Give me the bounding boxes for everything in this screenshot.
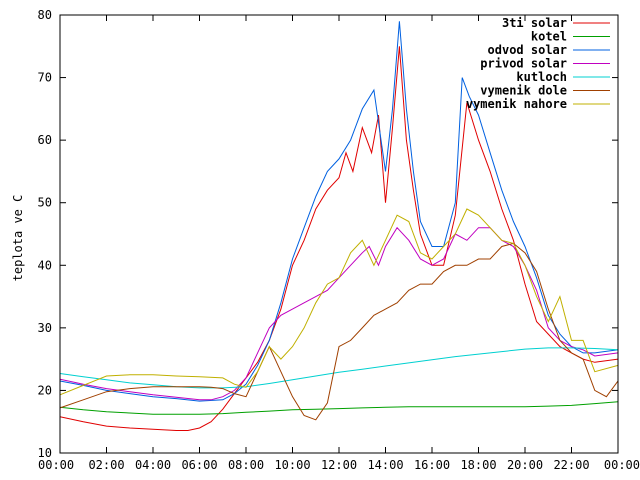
x-tick-label: 06:00 <box>181 458 217 472</box>
series-line-odvod-solar <box>59 21 619 402</box>
y-tick-label: 40 <box>38 258 52 272</box>
y-tick-label: 10 <box>38 446 52 460</box>
x-tick-label: 00:00 <box>604 458 640 472</box>
y-axis-label: teplota ve C <box>11 195 25 282</box>
x-tick-label: 22:00 <box>553 458 589 472</box>
x-tick-label: 00:00 <box>38 458 74 472</box>
plot-frame <box>59 14 619 454</box>
series-line-kutloch <box>59 347 619 389</box>
series-line-vymenik-nahore <box>59 208 619 396</box>
legend-label: privod solar <box>480 57 567 71</box>
x-tick-label: 14:00 <box>367 458 403 472</box>
x-tick-label: 10:00 <box>274 458 310 472</box>
series-lines <box>59 21 619 431</box>
legend-label: kutloch <box>516 70 567 84</box>
y-tick-label: 50 <box>38 196 52 210</box>
y-tick-label: 80 <box>38 8 52 22</box>
series-line-3ti-solar <box>59 46 619 431</box>
x-tick-label: 12:00 <box>321 458 357 472</box>
y-tick-label: 70 <box>38 71 52 85</box>
x-axis-ticks: 00:00 02:00 04:00 06:00 08:00 10:00 12:00 14:00… <box>38 15 640 472</box>
legend-label: odvod solar <box>488 43 567 57</box>
y-axis-ticks: 10 20 30 40 50 60 70 80 <box>38 8 618 460</box>
y-tick-label: 20 <box>38 383 52 397</box>
x-tick-label: 18:00 <box>460 458 496 472</box>
legend-label: vymenik dole <box>480 84 567 98</box>
y-tick-label: 60 <box>38 133 52 147</box>
series-line-vymenik-dole <box>59 242 619 421</box>
x-tick-label: 20:00 <box>507 458 543 472</box>
legend-label: vymenik nahore <box>466 97 567 111</box>
x-tick-label: 08:00 <box>228 458 264 472</box>
x-tick-label: 04:00 <box>135 458 171 472</box>
series-line-kotel <box>59 401 619 415</box>
legend-label: 3ti solar <box>502 16 567 30</box>
x-tick-label: 16:00 <box>414 458 450 472</box>
x-tick-label: 02:00 <box>88 458 124 472</box>
y-tick-label: 30 <box>38 321 52 335</box>
legend-label: kotel <box>531 30 567 44</box>
